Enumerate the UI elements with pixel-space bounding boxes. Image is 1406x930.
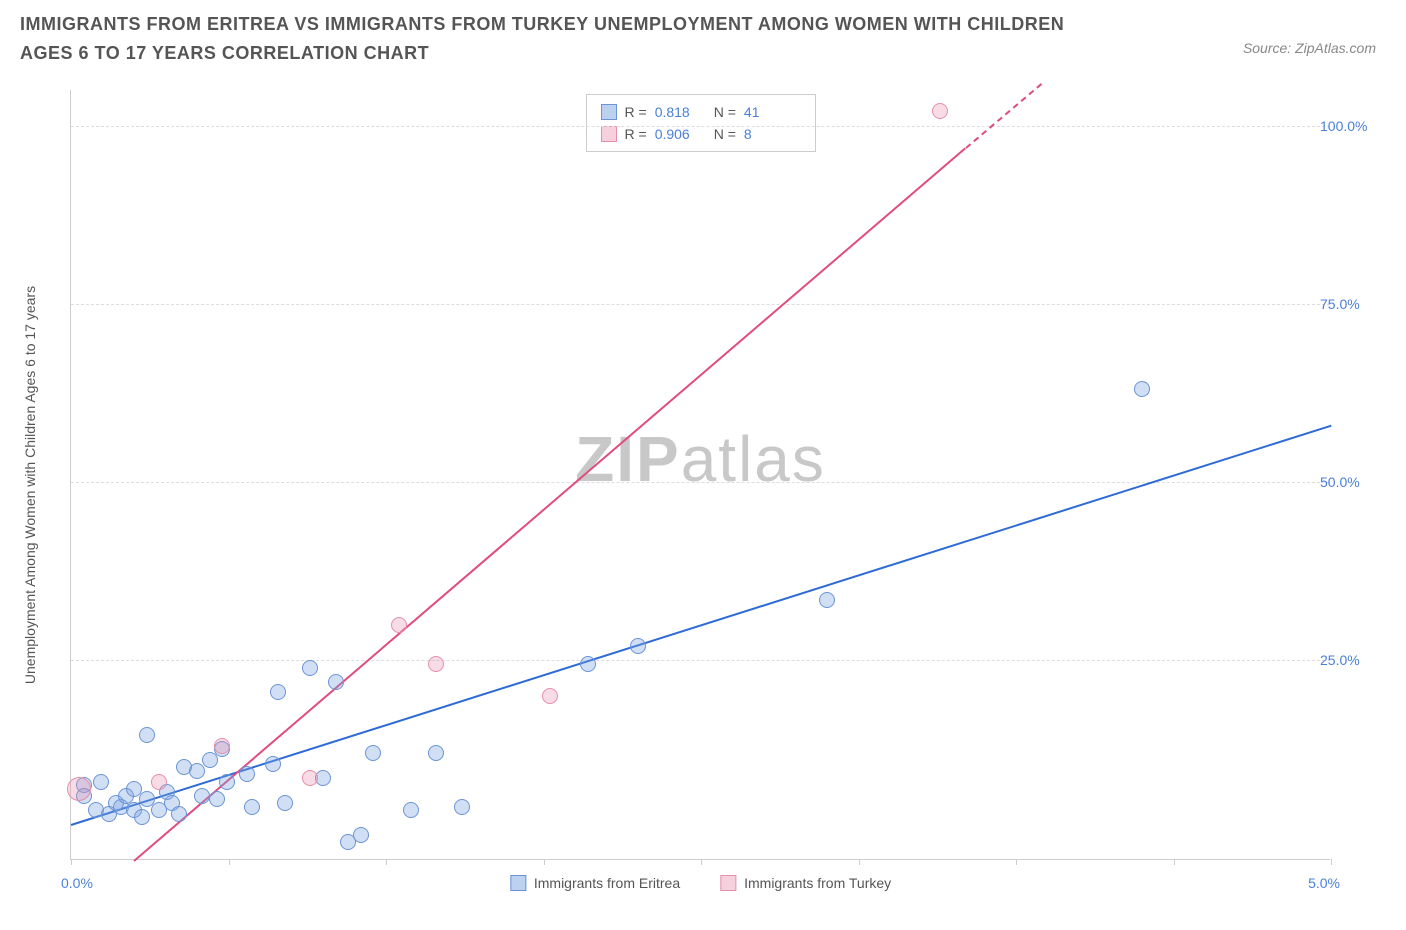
- x-tick: [71, 859, 72, 865]
- watermark: ZIPatlas: [575, 422, 826, 496]
- legend-swatch-eritrea: [601, 104, 617, 120]
- x-tick: [701, 859, 702, 865]
- data-point: [542, 688, 558, 704]
- data-point: [151, 774, 167, 790]
- data-point: [932, 103, 948, 119]
- watermark-zip: ZIP: [575, 423, 681, 495]
- n-label: N =: [714, 126, 736, 142]
- data-point: [403, 802, 419, 818]
- data-point: [171, 806, 187, 822]
- series-legend-turkey: Immigrants from Turkey: [720, 875, 891, 891]
- data-point: [428, 745, 444, 761]
- legend-swatch-turkey: [601, 126, 617, 142]
- gridline: [71, 304, 1330, 305]
- data-point: [139, 727, 155, 743]
- data-point: [209, 791, 225, 807]
- y-tick-label: 50.0%: [1320, 474, 1380, 490]
- data-point: [302, 770, 318, 786]
- regression-line-turkey-ext: [965, 83, 1042, 149]
- y-tick-label: 100.0%: [1320, 118, 1380, 134]
- series-legend: Immigrants from Eritrea Immigrants from …: [510, 875, 891, 891]
- scatter-plot: ZIPatlas R = 0.818 N = 41 R = 0.906 N = …: [70, 90, 1330, 860]
- correlation-legend: R = 0.818 N = 41 R = 0.906 N = 8: [586, 94, 816, 152]
- chart-title: IMMIGRANTS FROM ERITREA VS IMMIGRANTS FR…: [20, 10, 1120, 68]
- regression-line-eritrea: [71, 425, 1332, 826]
- series-label-turkey: Immigrants from Turkey: [744, 875, 891, 891]
- r-label: R =: [625, 126, 647, 142]
- data-point: [93, 774, 109, 790]
- series-legend-eritrea: Immigrants from Eritrea: [510, 875, 680, 891]
- data-point: [328, 674, 344, 690]
- data-point: [1134, 381, 1150, 397]
- y-tick-label: 75.0%: [1320, 296, 1380, 312]
- data-point: [134, 809, 150, 825]
- data-point: [428, 656, 444, 672]
- data-point: [239, 766, 255, 782]
- n-value-eritrea: 41: [744, 104, 760, 120]
- data-point: [365, 745, 381, 761]
- data-point: [244, 799, 260, 815]
- x-tick: [1174, 859, 1175, 865]
- r-label: R =: [625, 104, 647, 120]
- watermark-atlas: atlas: [681, 423, 826, 495]
- data-point: [214, 738, 230, 754]
- gridline: [71, 660, 1330, 661]
- legend-row-eritrea: R = 0.818 N = 41: [601, 101, 801, 123]
- series-label-eritrea: Immigrants from Eritrea: [534, 875, 680, 891]
- y-tick-label: 25.0%: [1320, 652, 1380, 668]
- n-value-turkey: 8: [744, 126, 752, 142]
- data-point: [391, 617, 407, 633]
- x-tick-label-start: 0.0%: [61, 875, 93, 891]
- x-tick: [386, 859, 387, 865]
- data-point: [454, 799, 470, 815]
- series-swatch-turkey: [720, 875, 736, 891]
- x-tick: [1331, 859, 1332, 865]
- data-point: [353, 827, 369, 843]
- chart-area: Unemployment Among Women with Children A…: [60, 90, 1380, 880]
- gridline: [71, 126, 1330, 127]
- data-point: [270, 684, 286, 700]
- data-point: [194, 788, 210, 804]
- r-value-turkey: 0.906: [655, 126, 690, 142]
- regression-line-turkey: [133, 147, 966, 861]
- gridline: [71, 482, 1330, 483]
- x-tick: [229, 859, 230, 865]
- x-tick-label-end: 5.0%: [1308, 875, 1340, 891]
- x-tick: [859, 859, 860, 865]
- x-tick: [544, 859, 545, 865]
- r-value-eritrea: 0.818: [655, 104, 690, 120]
- x-tick: [1016, 859, 1017, 865]
- data-point: [630, 638, 646, 654]
- source-attribution: Source: ZipAtlas.com: [1243, 40, 1376, 56]
- data-point: [302, 660, 318, 676]
- data-point: [819, 592, 835, 608]
- series-swatch-eritrea: [510, 875, 526, 891]
- data-point: [67, 777, 91, 801]
- y-axis-label: Unemployment Among Women with Children A…: [22, 286, 38, 684]
- data-point: [265, 756, 281, 772]
- n-label: N =: [714, 104, 736, 120]
- data-point: [580, 656, 596, 672]
- data-point: [277, 795, 293, 811]
- data-point: [219, 774, 235, 790]
